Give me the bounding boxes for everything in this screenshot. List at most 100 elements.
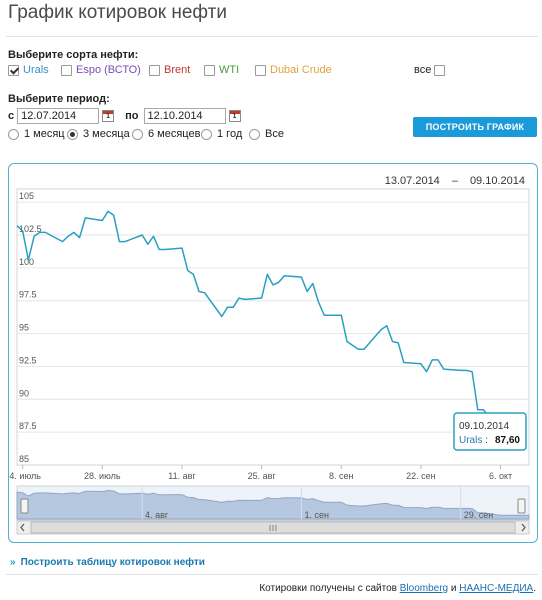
wti-checkbox[interactable]: [204, 64, 215, 76]
y-tick-label: 87.5: [19, 421, 37, 431]
footer-prefix: Котировки получены с сайтов: [259, 583, 400, 594]
brent-label: Brent: [164, 64, 191, 76]
navigator-left-handle[interactable]: [20, 498, 29, 514]
price-chart[interactable]: 85 87.5 90 92.5 95 97.5 100 102.5 105 14. июль 28…: [9, 164, 537, 542]
sort-option-espo[interactable]: Espo (ВСТО): [61, 63, 141, 77]
y-axis-ticks: 85 87.5 90 92.5 95 97.5 100 102.5 105: [19, 191, 42, 464]
urals-series-line: [16, 210, 518, 432]
source-footer: Котировки получены с сайтов Bloomberg и …: [259, 583, 536, 594]
double-chevron-right-icon: »: [10, 557, 16, 568]
espo-checkbox[interactable]: [61, 64, 72, 76]
navigator-label: 1. сен: [304, 510, 329, 520]
all-checkbox[interactable]: [434, 64, 446, 76]
date-to-input[interactable]: [143, 108, 226, 124]
preset-6-months[interactable]: 6 месяцев: [132, 127, 200, 141]
tooltip: 09.10.2014 Urals : 87,60: [453, 412, 527, 451]
x-tick-label: 28. июль: [84, 471, 121, 481]
sort-option-wti[interactable]: WTI: [204, 63, 239, 77]
preset-1-year[interactable]: 1 год: [201, 127, 242, 141]
chart-date-range: 13.07.2014 – 09.10.2014: [385, 175, 525, 187]
urals-label: Urals: [23, 64, 49, 76]
period-section-label: Выберите период:: [8, 93, 110, 105]
page-title: График котировок нефти: [8, 2, 227, 23]
period-date-range: с по: [8, 108, 241, 124]
sort-selector: Urals Espo (ВСТО) Brent WTI Dubai Crude …: [8, 63, 538, 77]
y-tick-label: 102.5: [19, 224, 42, 234]
x-tick-label: 25. авг: [248, 471, 277, 481]
period-presets: 1 месяц 3 месяца 6 месяцев 1 год Все: [8, 127, 308, 141]
bloomberg-link[interactable]: Bloomberg: [399, 583, 449, 594]
preset-1-year-label: 1 год: [217, 128, 243, 140]
sort-section-label: Выберите сорта нефти:: [8, 49, 139, 61]
tooltip-value: 87,60: [495, 435, 520, 446]
radio-all[interactable]: [249, 128, 260, 140]
date-to-prefix: по: [125, 110, 139, 122]
table-link-row[interactable]: » Построить таблицу котировок нефти: [10, 557, 205, 568]
scroll-left-arrow-icon[interactable]: [20, 523, 25, 532]
wti-label: WTI: [219, 64, 240, 76]
tooltip-colon: :: [482, 435, 488, 446]
tooltip-box: [453, 412, 527, 451]
x-tick-label: 14. июль: [9, 471, 41, 481]
dubai-crude-label: Dubai Crude: [270, 64, 332, 76]
calendar-icon[interactable]: [102, 110, 115, 122]
footer-suffix: .: [533, 583, 536, 594]
y-tick-label: 92.5: [19, 355, 37, 365]
tooltip-series: Urals :: [459, 435, 488, 446]
x-axis-ticks: 14. июль 28. июль 11. авг 25. авг 8. сен 22. …: [9, 465, 512, 481]
y-tick-label: 95: [19, 323, 29, 333]
dubai-crude-checkbox[interactable]: [255, 64, 266, 76]
scroll-right-arrow-icon[interactable]: [521, 523, 526, 532]
build-table-link[interactable]: Построить таблицу котировок нефти: [20, 557, 205, 568]
radio-1-month[interactable]: [8, 128, 19, 140]
preset-all-label: Все: [265, 128, 284, 140]
range-from-date: 13.07.2014: [384, 175, 440, 187]
preset-1-month[interactable]: 1 месяц: [8, 127, 65, 141]
sort-option-dubai-crude[interactable]: Dubai Crude: [255, 63, 332, 77]
range-to-date: 09.10.2014: [469, 175, 525, 187]
navigator-right-handle[interactable]: [517, 498, 526, 514]
preset-3-months-label: 3 месяца: [83, 128, 130, 140]
radio-6-months[interactable]: [132, 128, 143, 140]
range-dash: –: [451, 175, 458, 187]
y-tick-label: 97.5: [19, 290, 37, 300]
chart-gridlines: [17, 201, 529, 466]
espo-label: Espo (ВСТО): [76, 64, 141, 76]
preset-1-month-label: 1 месяц: [24, 128, 65, 140]
date-from-input[interactable]: [17, 108, 100, 124]
scrollbar-grip-icon: [269, 525, 277, 531]
y-tick-label: 100: [19, 257, 34, 267]
radio-3-months[interactable]: [67, 128, 78, 140]
sort-option-brent[interactable]: Brent: [149, 63, 190, 77]
footer-middle: и: [448, 583, 460, 594]
preset-3-months[interactable]: 3 месяца: [67, 127, 130, 141]
y-tick-label: 90: [19, 388, 29, 398]
preset-6-months-label: 6 месяцев: [148, 128, 201, 140]
urals-checkbox[interactable]: [8, 64, 19, 76]
navigator-series-area: [16, 489, 530, 520]
x-tick-label: 6. окт: [489, 471, 512, 481]
naans-media-link[interactable]: НААНС-МЕДИА: [459, 583, 534, 594]
preset-all[interactable]: Все: [249, 127, 284, 141]
navigator-label: 4. авг: [145, 510, 169, 520]
radio-1-year[interactable]: [201, 128, 212, 140]
build-chart-button[interactable]: ПОСТРОИТЬ ГРАФИК: [413, 117, 537, 137]
x-tick-label: 11. авг: [168, 471, 196, 481]
brent-checkbox[interactable]: [149, 64, 160, 76]
date-from-prefix: с: [8, 110, 15, 122]
x-tick-label: 8. сен: [329, 471, 354, 481]
y-tick-label: 85: [19, 454, 29, 464]
navigator-label: 29. сен: [464, 510, 494, 520]
footer-divider: [6, 574, 538, 575]
sort-option-all[interactable]: все: [414, 63, 446, 77]
tooltip-series-name: Urals: [459, 435, 482, 446]
sort-option-urals[interactable]: Urals: [8, 63, 49, 77]
y-tick-label: 105: [19, 191, 34, 201]
chart-panel: 13.07.2014 – 09.10.2014 85 87.5 90 92.5 95 97…: [8, 163, 538, 543]
x-tick-label: 22. сен: [406, 471, 436, 481]
navigator-labels: 4. авг 1. сен 29. сен: [141, 486, 494, 520]
chart-navigator[interactable]: 4. авг 1. сен 29. сен: [16, 485, 530, 535]
tooltip-date: 09.10.2014: [459, 421, 509, 432]
calendar-icon[interactable]: [228, 110, 241, 122]
all-label: все: [414, 64, 432, 76]
